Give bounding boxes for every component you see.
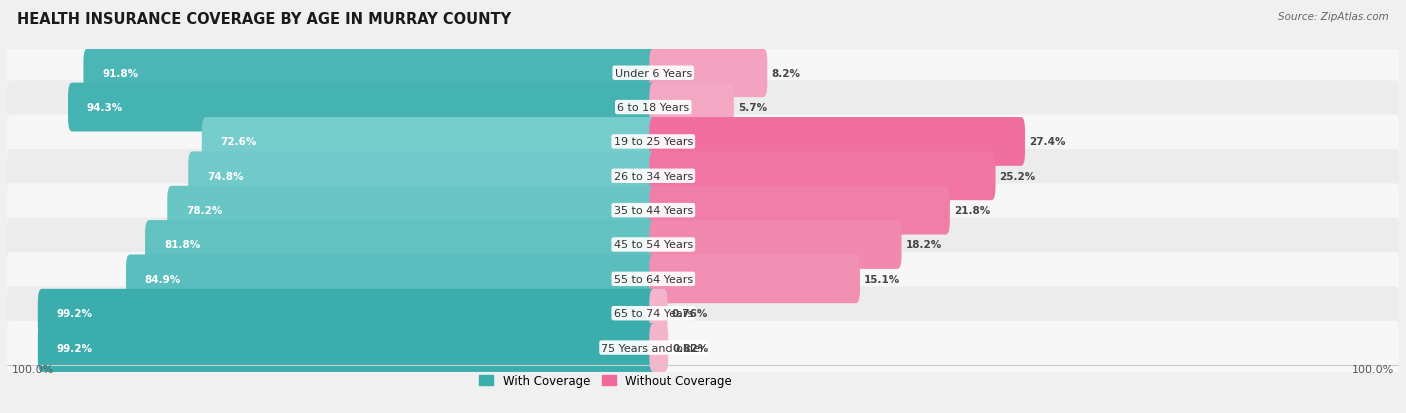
Text: 72.6%: 72.6% bbox=[221, 137, 257, 147]
FancyBboxPatch shape bbox=[7, 81, 1399, 135]
FancyBboxPatch shape bbox=[7, 252, 1399, 306]
FancyBboxPatch shape bbox=[650, 221, 901, 269]
FancyBboxPatch shape bbox=[7, 115, 1399, 169]
Text: 21.8%: 21.8% bbox=[953, 206, 990, 216]
FancyBboxPatch shape bbox=[650, 255, 860, 304]
FancyBboxPatch shape bbox=[650, 152, 995, 201]
Text: 65 to 74 Years: 65 to 74 Years bbox=[613, 309, 693, 318]
Text: 0.76%: 0.76% bbox=[672, 309, 707, 318]
FancyBboxPatch shape bbox=[167, 186, 657, 235]
Text: 75 Years and older: 75 Years and older bbox=[602, 343, 704, 353]
FancyBboxPatch shape bbox=[650, 186, 950, 235]
Text: Under 6 Years: Under 6 Years bbox=[614, 69, 692, 78]
FancyBboxPatch shape bbox=[7, 218, 1399, 272]
Text: 55 to 64 Years: 55 to 64 Years bbox=[614, 274, 693, 284]
Text: 8.2%: 8.2% bbox=[772, 69, 800, 78]
Text: 26 to 34 Years: 26 to 34 Years bbox=[613, 171, 693, 181]
Text: 25.2%: 25.2% bbox=[1000, 171, 1036, 181]
Text: 100.0%: 100.0% bbox=[1351, 364, 1393, 374]
Text: 0.82%: 0.82% bbox=[672, 343, 709, 353]
Text: 18.2%: 18.2% bbox=[905, 240, 942, 250]
Text: 81.8%: 81.8% bbox=[165, 240, 200, 250]
FancyBboxPatch shape bbox=[650, 118, 1025, 166]
FancyBboxPatch shape bbox=[202, 118, 657, 166]
FancyBboxPatch shape bbox=[7, 184, 1399, 237]
FancyBboxPatch shape bbox=[7, 150, 1399, 203]
Text: 27.4%: 27.4% bbox=[1029, 137, 1066, 147]
FancyBboxPatch shape bbox=[67, 83, 657, 132]
FancyBboxPatch shape bbox=[127, 255, 657, 304]
FancyBboxPatch shape bbox=[650, 289, 668, 338]
FancyBboxPatch shape bbox=[7, 287, 1399, 340]
Text: 78.2%: 78.2% bbox=[186, 206, 222, 216]
FancyBboxPatch shape bbox=[38, 289, 657, 338]
FancyBboxPatch shape bbox=[650, 83, 734, 132]
Legend: With Coverage, Without Coverage: With Coverage, Without Coverage bbox=[474, 369, 737, 392]
Text: 99.2%: 99.2% bbox=[56, 309, 93, 318]
FancyBboxPatch shape bbox=[188, 152, 657, 201]
Text: 6 to 18 Years: 6 to 18 Years bbox=[617, 103, 689, 113]
Text: 5.7%: 5.7% bbox=[738, 103, 766, 113]
Text: 15.1%: 15.1% bbox=[863, 274, 900, 284]
Text: 84.9%: 84.9% bbox=[145, 274, 181, 284]
Text: 94.3%: 94.3% bbox=[87, 103, 124, 113]
Text: 45 to 54 Years: 45 to 54 Years bbox=[613, 240, 693, 250]
FancyBboxPatch shape bbox=[83, 49, 657, 98]
FancyBboxPatch shape bbox=[7, 47, 1399, 100]
Text: HEALTH INSURANCE COVERAGE BY AGE IN MURRAY COUNTY: HEALTH INSURANCE COVERAGE BY AGE IN MURR… bbox=[17, 12, 510, 27]
Text: 19 to 25 Years: 19 to 25 Years bbox=[613, 137, 693, 147]
Text: 35 to 44 Years: 35 to 44 Years bbox=[613, 206, 693, 216]
FancyBboxPatch shape bbox=[650, 323, 668, 372]
Text: 99.2%: 99.2% bbox=[56, 343, 93, 353]
FancyBboxPatch shape bbox=[650, 49, 768, 98]
FancyBboxPatch shape bbox=[38, 323, 657, 372]
FancyBboxPatch shape bbox=[7, 321, 1399, 375]
FancyBboxPatch shape bbox=[145, 221, 657, 269]
Text: 91.8%: 91.8% bbox=[103, 69, 138, 78]
Text: 100.0%: 100.0% bbox=[13, 364, 55, 374]
Text: Source: ZipAtlas.com: Source: ZipAtlas.com bbox=[1278, 12, 1389, 22]
Text: 74.8%: 74.8% bbox=[207, 171, 243, 181]
